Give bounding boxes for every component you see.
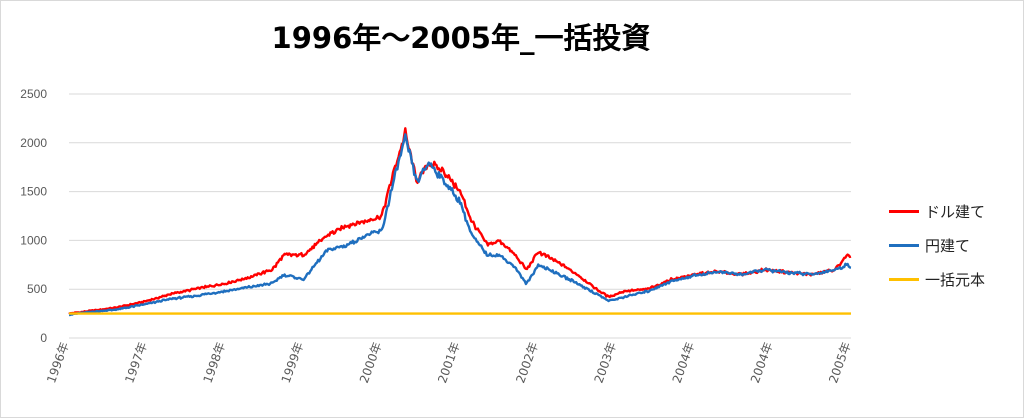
legend-label: 円建て xyxy=(925,236,971,255)
legend-item: 一括元本 xyxy=(889,269,1019,289)
chart-title: 1996年～2005年_一括投資 xyxy=(271,21,651,55)
series-lines xyxy=(68,127,852,317)
legend-item: 円建て xyxy=(889,235,1019,255)
legend-swatch xyxy=(889,277,919,281)
x-tick-label: 2005年 xyxy=(826,340,854,385)
y-tick-label: 1500 xyxy=(20,185,47,199)
x-tick-label: 2004年 xyxy=(670,340,698,385)
y-tick-label: 0 xyxy=(40,331,47,345)
series-line-0 xyxy=(68,127,852,315)
y-tick-label: 1000 xyxy=(20,233,47,247)
legend: ドル建て円建て一括元本 xyxy=(889,201,1019,303)
legend-label: 一括元本 xyxy=(925,270,986,289)
y-axis: 0 500 1000 1500 2000 2500 xyxy=(20,87,47,345)
x-tick-label: 2003年 xyxy=(592,340,620,385)
x-tick-label: 1999年 xyxy=(279,340,307,385)
y-tick-label: 2000 xyxy=(20,136,47,150)
x-tick-label: 2004年 xyxy=(748,340,776,385)
x-tick-label: 2000年 xyxy=(357,340,385,385)
legend-swatch xyxy=(889,243,919,247)
x-tick-label: 1998年 xyxy=(201,340,229,385)
legend-item: ドル建て xyxy=(889,201,1019,221)
legend-swatch xyxy=(889,209,919,213)
x-tick-label: 2001年 xyxy=(435,340,463,385)
x-axis: 1996年 1997年 1998年 1999年 2000年 2001年 2002年 2003年… xyxy=(44,340,854,385)
series-line-1 xyxy=(68,133,852,317)
x-tick-label: 2002年 xyxy=(513,340,541,385)
y-tick-label: 500 xyxy=(27,282,47,296)
y-tick-label: 2500 xyxy=(20,87,47,101)
gridlines xyxy=(69,93,851,339)
legend-label: ドル建て xyxy=(925,202,986,221)
x-tick-label: 1996年 xyxy=(44,340,72,385)
x-tick-label: 1997年 xyxy=(122,340,150,385)
